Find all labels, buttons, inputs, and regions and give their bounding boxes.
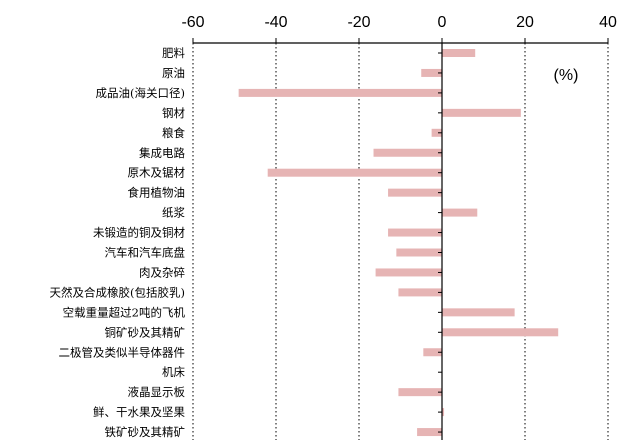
bar — [442, 408, 445, 417]
bar — [375, 268, 442, 277]
unit-label: (%) — [554, 67, 579, 84]
category-label: 铁矿砂及其精矿 — [105, 425, 186, 439]
category-label: 成品油(海关口径) — [96, 86, 185, 100]
bar — [442, 328, 559, 337]
x-tick-label: 20 — [516, 14, 534, 31]
bar — [421, 68, 442, 77]
category-label: 二极管及类似半导体器件 — [59, 345, 186, 359]
category-label: 原油 — [162, 66, 185, 80]
category-label: 集成电路 — [139, 146, 185, 160]
bar — [373, 148, 442, 157]
grid-lines — [192, 43, 609, 440]
category-label: 机床 — [162, 365, 185, 379]
x-tick-label: -20 — [347, 14, 370, 31]
category-label: 鲜、干水果及坚果 — [93, 405, 185, 419]
bars — [238, 49, 559, 437]
bar — [442, 308, 515, 317]
category-label: 纸浆 — [162, 206, 185, 220]
category-label: 肉及杂碎 — [139, 265, 185, 279]
category-label: 空载重量超过2吨的飞机 — [63, 305, 186, 319]
category-label: 原木及锯材 — [128, 166, 186, 180]
category-label: 天然及合成橡胶(包括胶乳) — [50, 285, 185, 299]
category-label: 钢材 — [162, 106, 185, 120]
bar — [431, 128, 442, 137]
bar — [398, 288, 442, 297]
x-tick-label: 40 — [599, 14, 617, 31]
x-tick-label: -40 — [264, 14, 287, 31]
axes: -60 -40 -20 0 20 40 — [181, 14, 617, 440]
category-label: 食用植物油 — [128, 186, 186, 200]
bar — [396, 248, 442, 257]
bar — [442, 49, 476, 57]
bar — [267, 168, 442, 177]
x-tick-label: -60 — [181, 14, 204, 31]
bar — [423, 348, 442, 357]
bar — [388, 228, 442, 237]
category-label: 未锻造的铜及铜材 — [93, 226, 185, 240]
bar — [442, 108, 521, 117]
bar — [398, 388, 442, 397]
bar — [417, 428, 442, 437]
category-label: 肥料 — [162, 46, 185, 60]
bar — [442, 208, 478, 217]
category-label: 铜矿砂及其精矿 — [105, 325, 186, 339]
category-label: 液晶显示板 — [128, 385, 186, 399]
bar — [388, 188, 442, 197]
category-label: 汽车和汽车底盘 — [105, 246, 186, 260]
category-label: 粮食 — [162, 126, 185, 140]
bar — [238, 88, 442, 97]
x-tick-label: 0 — [438, 14, 447, 31]
